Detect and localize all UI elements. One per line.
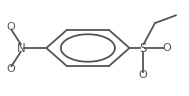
Text: S: S — [139, 41, 146, 55]
Text: O: O — [162, 43, 171, 53]
Text: O: O — [6, 22, 15, 32]
Text: O: O — [138, 70, 147, 80]
Text: N: N — [17, 41, 26, 55]
Text: O: O — [6, 64, 15, 74]
